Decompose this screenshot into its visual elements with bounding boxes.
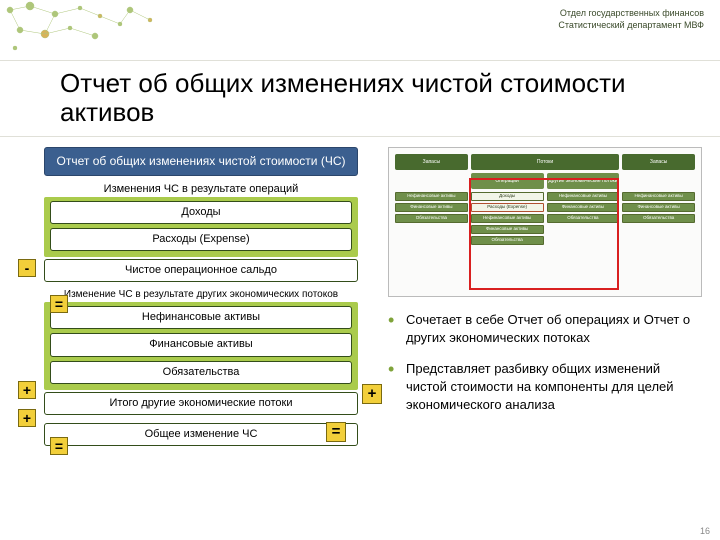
section-other-flows-label: Изменение ЧС в результате других экономи… (44, 286, 358, 302)
title-bar: Отчет об общих изменениях чистой стоимос… (0, 60, 720, 137)
mini-h-operations: Операции (471, 173, 544, 189)
total-change-block: Общее изменение ЧС (44, 423, 358, 446)
mini-cell: Обязательства (547, 214, 620, 223)
mini-cell: Финансовые активы (471, 225, 544, 234)
mini-h-flows: Потоки (471, 154, 620, 170)
section-transactions-label: Изменения ЧС в результате операций (44, 180, 358, 197)
mini-cell: Нефинансовые активы (622, 192, 695, 201)
expense-block: Расходы (Expense) (50, 228, 352, 251)
liabilities-block: Обязательства (50, 361, 352, 384)
equals-badge-right: = (326, 422, 346, 442)
mini-cell: Расходы (Expense) (471, 203, 544, 212)
plus-badge-1: + (18, 381, 36, 399)
framework-mini-diagram: Запасы Потоки Запасы Операции Другие эко… (388, 147, 702, 297)
mini-cell: Нефинансовые активы (471, 214, 544, 223)
statement-header-block: Отчет об общих изменениях чистой стоимос… (44, 147, 358, 175)
mini-col-2: Нефинансовые активы Финансовые активы Об… (547, 192, 620, 290)
minus-badge: - (18, 259, 36, 277)
mini-h-stocks-1: Запасы (395, 154, 468, 170)
equals-badge-2: = (50, 437, 68, 455)
mini-col-1: Доходы Расходы (Expense) Нефинансовые ак… (471, 192, 544, 290)
mini-col-0: Нефинансовые активы Финансовые активы Об… (395, 192, 468, 290)
mini-cell: Финансовые активы (395, 203, 468, 212)
mini-col-3: Нефинансовые активы Финансовые активы Об… (622, 192, 695, 290)
green-zone-2: Нефинансовые активы Финансовые активы Об… (44, 302, 358, 390)
slide-header: Отдел государственных финансов Статистич… (0, 0, 720, 56)
bullet-1: Сочетает в себе Отчет об операциях и Отч… (388, 311, 702, 347)
bullet-2: Представляет разбивку общих изменений чи… (388, 360, 702, 415)
slide-title: Отчет об общих изменениях чистой стоимос… (60, 69, 720, 126)
mini-cell: Обязательства (471, 236, 544, 245)
mini-cell: Нефинансовые активы (395, 192, 468, 201)
green-zone-1: Доходы Расходы (Expense) (44, 197, 358, 257)
right-column: Запасы Потоки Запасы Операции Другие эко… (388, 147, 702, 450)
plus-badge-2: + (18, 409, 36, 427)
bullet-list: Сочетает в себе Отчет об операциях и Отч… (388, 311, 702, 414)
plus-badge-right: + (362, 384, 382, 404)
income-block: Доходы (50, 201, 352, 224)
mini-cell: Финансовые активы (622, 203, 695, 212)
mini-cell: Доходы (471, 192, 544, 201)
mini-cell: Обязательства (395, 214, 468, 223)
nonfinancial-assets-block: Нефинансовые активы (50, 306, 352, 329)
decorative-network-graphic (0, 0, 180, 56)
mini-h-other-flows: Другие экономические потоки (547, 173, 620, 189)
page-number: 16 (700, 526, 710, 536)
statement-structure: Отчет об общих изменениях чистой стоимос… (18, 147, 358, 450)
equals-badge-1: = (50, 295, 68, 313)
net-operating-balance-block: Чистое операционное сальдо (44, 259, 358, 282)
mini-cell: Финансовые активы (547, 203, 620, 212)
total-other-flows-block: Итого другие экономические потоки (44, 392, 358, 415)
mini-cell: Обязательства (622, 214, 695, 223)
mini-h-stocks-2: Запасы (622, 154, 695, 170)
financial-assets-block: Финансовые активы (50, 333, 352, 356)
mini-cell: Нефинансовые активы (547, 192, 620, 201)
